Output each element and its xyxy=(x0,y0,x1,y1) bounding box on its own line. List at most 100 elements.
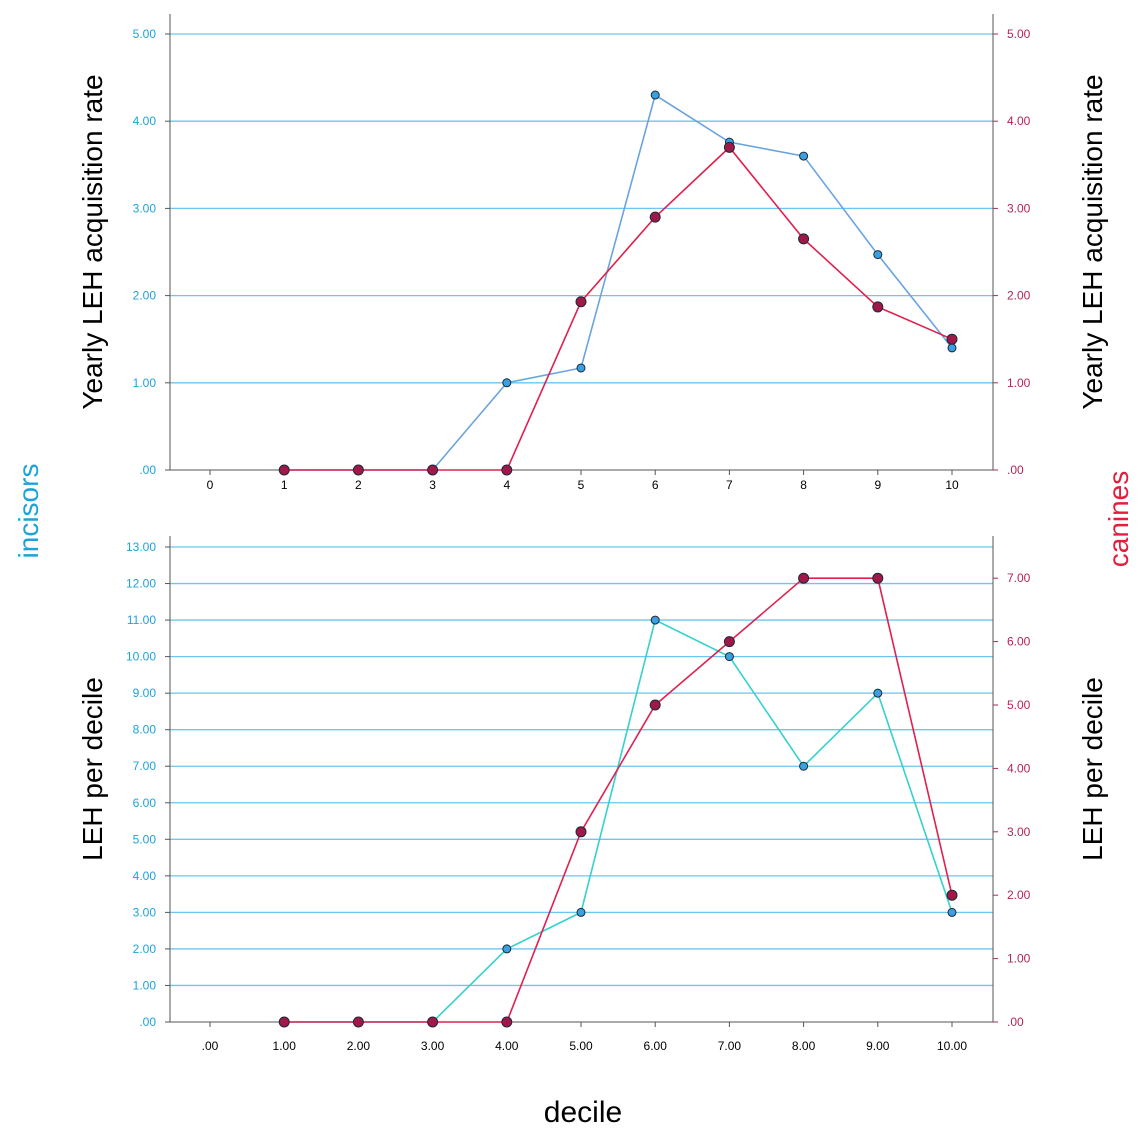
canines-point xyxy=(278,1016,290,1028)
x-tick-label: 3 xyxy=(429,478,436,492)
incisors-point xyxy=(650,615,660,625)
canines-point xyxy=(872,301,884,313)
incisors-point xyxy=(724,652,734,662)
canines-point xyxy=(649,211,661,223)
incisors-point xyxy=(947,343,957,353)
x-tick-label: 2 xyxy=(355,478,362,492)
y-left-axis-title: Yearly LEH acquisition rate xyxy=(77,74,108,409)
incisors-series-line xyxy=(284,618,953,1023)
canines-point xyxy=(946,889,958,901)
left-group-label: incisors xyxy=(13,464,44,559)
x-tick-label: 3.00 xyxy=(421,1039,445,1053)
incisors-point xyxy=(799,761,809,771)
canines-point xyxy=(575,296,587,308)
y-right-tick-label: 7.00 xyxy=(1007,571,1031,585)
incisors-point xyxy=(576,907,586,917)
y-left-tick-label: 5.00 xyxy=(133,832,157,846)
y-left-tick-label: 12.00 xyxy=(126,577,156,591)
y-left-tick-label: 5.00 xyxy=(133,27,157,41)
x-tick-label: 6 xyxy=(652,478,659,492)
canines-point xyxy=(352,1016,364,1028)
y-right-axis-title: Yearly LEH acquisition rate xyxy=(1077,74,1108,409)
canines-point xyxy=(723,636,735,648)
x-tick-label: 1.00 xyxy=(273,1039,297,1053)
x-tick-label: 9.00 xyxy=(866,1039,890,1053)
y-right-tick-label: 4.00 xyxy=(1007,761,1031,775)
y-right-tick-label: .00 xyxy=(1007,463,1024,477)
canines-point xyxy=(798,233,810,245)
x-tick-label: 2.00 xyxy=(347,1039,371,1053)
y-left-tick-label: 4.00 xyxy=(133,114,157,128)
y-left-axis-title: LEH per decile xyxy=(77,677,108,861)
y-right-tick-label: 4.00 xyxy=(1007,114,1031,128)
y-left-tick-label: 11.00 xyxy=(127,613,156,627)
y-left-tick-label: 6.00 xyxy=(133,796,157,810)
incisors-point xyxy=(799,151,809,161)
y-right-tick-label: 6.00 xyxy=(1007,635,1031,649)
incisors-point xyxy=(576,363,586,373)
y-left-tick-label: 13.00 xyxy=(126,540,156,554)
x-tick-label: 10 xyxy=(945,478,959,492)
y-right-tick-label: 1.00 xyxy=(1007,376,1031,390)
canines-series-line xyxy=(284,146,953,471)
y-right-tick-label: 1.00 xyxy=(1007,952,1031,966)
canines-point xyxy=(352,464,364,476)
y-left-tick-label: 3.00 xyxy=(133,201,157,215)
x-tick-label: 4.00 xyxy=(495,1039,519,1053)
canines-point xyxy=(798,572,810,584)
x-tick-label: 10.00 xyxy=(937,1039,967,1053)
incisors-point xyxy=(650,90,660,100)
incisors-point xyxy=(873,688,883,698)
y-left-tick-label: 8.00 xyxy=(133,723,157,737)
y-right-tick-label: 5.00 xyxy=(1007,698,1031,712)
y-left-tick-label: 1.00 xyxy=(133,376,157,390)
x-tick-label: 5 xyxy=(578,478,585,492)
x-tick-label: 7.00 xyxy=(718,1039,742,1053)
y-right-tick-label: 5.00 xyxy=(1007,27,1031,41)
x-tick-label: .00 xyxy=(202,1039,219,1053)
y-left-tick-label: 1.00 xyxy=(133,978,157,992)
right-group-label: canines xyxy=(1103,471,1134,568)
x-tick-label: 8 xyxy=(800,478,807,492)
y-right-axis-title: LEH per decile xyxy=(1077,677,1108,861)
y-left-tick-label: 2.00 xyxy=(133,942,157,956)
canines-point xyxy=(501,1016,513,1028)
x-tick-label: 7 xyxy=(726,478,733,492)
canines-point xyxy=(501,464,513,476)
y-left-tick-label: 2.00 xyxy=(133,289,157,303)
canines-point xyxy=(427,1016,439,1028)
x-tick-label: 1 xyxy=(281,478,288,492)
y-left-tick-label: 4.00 xyxy=(133,869,157,883)
y-left-tick-label: 9.00 xyxy=(133,686,157,700)
bottom-chart: .00 1.00 2.00 3.00 4.00 5.00 6.00 7.00 8.00 9.00 1… xyxy=(77,536,1108,1053)
x-tick-label: 5.00 xyxy=(569,1039,593,1053)
y-right-tick-label: 2.00 xyxy=(1007,888,1031,902)
y-right-tick-label: .00 xyxy=(1007,1015,1024,1029)
top-chart: .00 1.00 2.00 3.00 4.00 5.00 .00 1.00 2.00 3.00 4.… xyxy=(77,14,1108,492)
x-tick-label: 9 xyxy=(874,478,881,492)
canines-point xyxy=(872,572,884,584)
x-tick-label: 8.00 xyxy=(792,1039,816,1053)
x-tick-label: 4 xyxy=(503,478,510,492)
y-left-tick-label: 3.00 xyxy=(133,905,157,919)
incisors-point xyxy=(502,378,512,388)
y-left-tick-label: .00 xyxy=(139,463,156,477)
y-right-tick-label: 3.00 xyxy=(1007,201,1031,215)
incisors-point xyxy=(502,944,512,954)
canines-point xyxy=(723,141,735,153)
x-tick-label: 6.00 xyxy=(644,1039,668,1053)
x-tick-label: 0 xyxy=(207,478,214,492)
y-right-tick-label: 3.00 xyxy=(1007,825,1031,839)
incisors-point xyxy=(947,907,957,917)
canines-point xyxy=(278,464,290,476)
incisors-point xyxy=(873,250,883,260)
y-left-tick-label: .00 xyxy=(139,1015,156,1029)
y-left-tick-label: 7.00 xyxy=(133,759,157,773)
x-axis-title: decile xyxy=(544,1096,622,1129)
y-left-tick-label: 10.00 xyxy=(126,650,156,664)
canines-point xyxy=(946,333,958,345)
canines-point xyxy=(427,464,439,476)
y-right-tick-label: 2.00 xyxy=(1007,289,1031,303)
canines-series-line xyxy=(284,577,953,1023)
